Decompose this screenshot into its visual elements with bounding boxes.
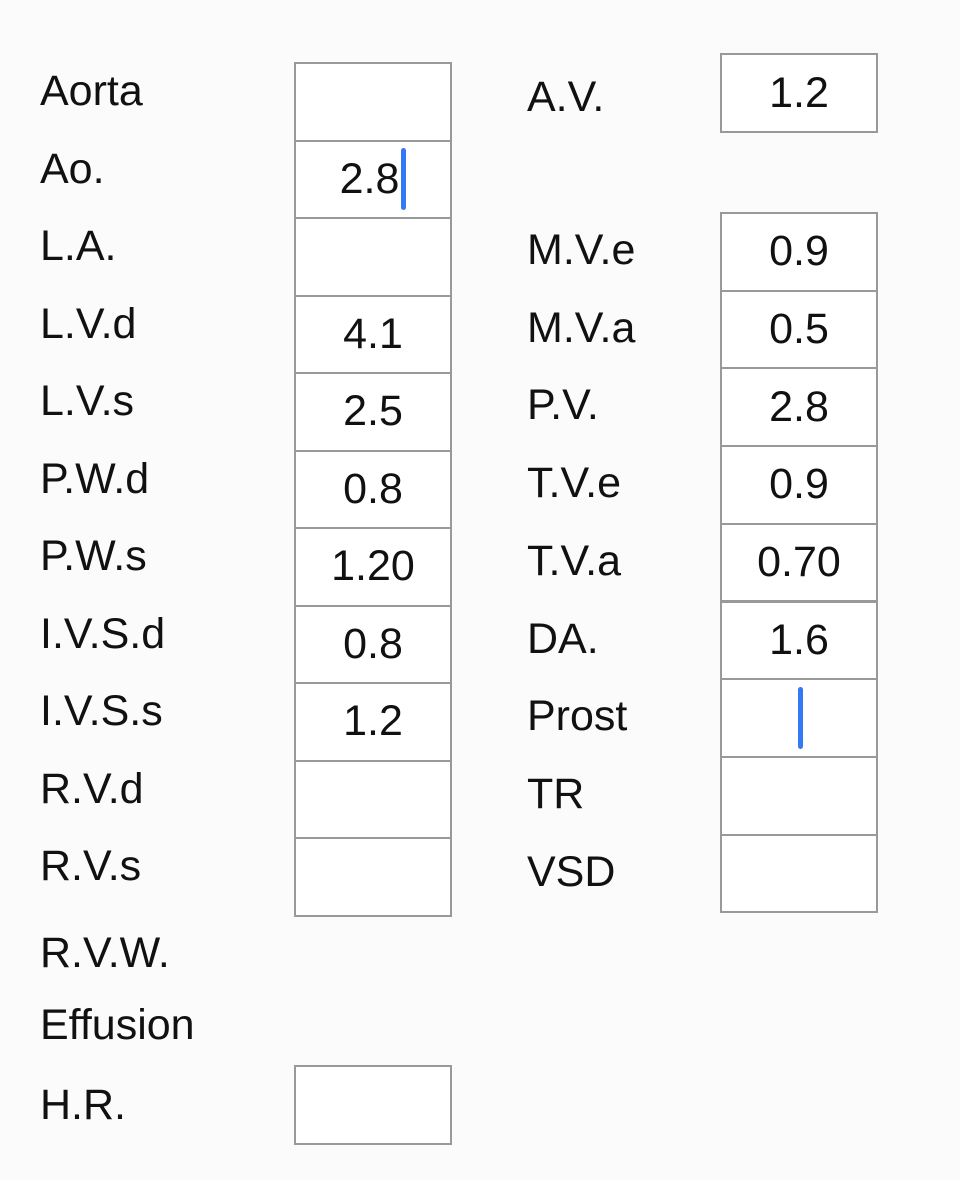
text: L.V.d bbox=[40, 299, 137, 348]
input-field[interactable] bbox=[720, 833, 878, 914]
input-field[interactable]: 2.5 bbox=[294, 372, 452, 452]
text: 1.2 bbox=[769, 68, 829, 117]
field-label: VSD bbox=[527, 847, 615, 897]
field-label: T.V.a bbox=[527, 536, 621, 586]
field-label: A.V. bbox=[527, 72, 604, 122]
input-field[interactable] bbox=[720, 678, 878, 758]
field-label: L.V.s bbox=[40, 376, 134, 426]
input-field[interactable]: 1.6 bbox=[720, 600, 878, 681]
text: 0.9 bbox=[769, 227, 829, 276]
input-field[interactable]: 2.8 bbox=[720, 367, 878, 448]
field-label: TR bbox=[527, 769, 584, 819]
text: A.V. bbox=[527, 73, 605, 121]
input-field[interactable] bbox=[294, 62, 452, 142]
input-field[interactable]: 0.8 bbox=[294, 604, 452, 684]
field-label: R.V.d bbox=[40, 764, 144, 814]
field-label: Prost bbox=[527, 691, 627, 741]
text: P.V. bbox=[527, 381, 599, 430]
text: 2.8 bbox=[769, 382, 829, 431]
text: 2.8 bbox=[339, 154, 400, 203]
text: L.A. bbox=[40, 222, 117, 270]
text: P.W.d bbox=[40, 454, 150, 503]
field-label: L.V.d bbox=[40, 299, 136, 349]
input-field[interactable] bbox=[720, 755, 878, 836]
text: H.R. bbox=[40, 1081, 126, 1129]
text: T.V.e bbox=[527, 459, 622, 508]
text: 0.5 bbox=[769, 305, 829, 354]
input-field[interactable]: 0.70 bbox=[720, 522, 878, 603]
text: VSD bbox=[527, 847, 616, 896]
text: 0.8 bbox=[343, 619, 403, 668]
text: Effusion bbox=[40, 1001, 195, 1049]
text: Aorta bbox=[40, 67, 143, 115]
input-field[interactable]: 0.9 bbox=[720, 445, 878, 525]
field-label: L.A. bbox=[40, 221, 117, 271]
field-label: P.W.d bbox=[40, 454, 149, 504]
text-cursor bbox=[797, 687, 803, 750]
input-field[interactable] bbox=[294, 759, 452, 839]
text: M.V.e bbox=[527, 226, 636, 274]
field-label: R.V.W. bbox=[40, 928, 170, 978]
text: R.V.d bbox=[40, 764, 144, 813]
text: T.V.a bbox=[527, 536, 622, 585]
field-label: M.V.a bbox=[527, 303, 635, 353]
field-label: I.V.S.d bbox=[40, 609, 165, 659]
text: 2.5 bbox=[343, 387, 403, 436]
field-label: Ao. bbox=[40, 144, 105, 194]
input-field[interactable]: 0.5 bbox=[720, 289, 878, 370]
input-field[interactable]: 0.9 bbox=[720, 212, 878, 292]
text: 0.70 bbox=[757, 538, 841, 587]
text: 0.8 bbox=[343, 464, 403, 513]
field-label: M.V.e bbox=[527, 225, 635, 275]
text-cursor bbox=[401, 148, 407, 211]
field-label: R.V.s bbox=[40, 841, 141, 891]
field-label: I.V.S.s bbox=[40, 686, 163, 736]
text: 4.1 bbox=[343, 309, 403, 358]
text: I.V.S.d bbox=[40, 609, 166, 658]
text: DA. bbox=[527, 614, 599, 663]
input-field[interactable] bbox=[294, 837, 452, 917]
input-field[interactable]: 0.8 bbox=[294, 449, 452, 529]
field-label: T.V.e bbox=[527, 458, 621, 508]
input-field[interactable]: 4.1 bbox=[294, 294, 452, 374]
text: 1.20 bbox=[331, 542, 415, 591]
text: M.V.a bbox=[527, 303, 636, 352]
input-field[interactable]: 2.8 bbox=[294, 139, 452, 219]
field-label: H.R. bbox=[40, 1080, 126, 1130]
field-label: P.W.s bbox=[40, 531, 147, 581]
input-field[interactable]: 1.2 bbox=[720, 53, 878, 133]
text: L.V.s bbox=[40, 377, 135, 425]
field-label: P.V. bbox=[527, 380, 599, 430]
field-label: Effusion bbox=[40, 1000, 195, 1050]
text: P.W.s bbox=[40, 532, 147, 580]
text: Prost bbox=[527, 692, 628, 741]
text: I.V.S.s bbox=[40, 687, 163, 735]
text: R.V.s bbox=[40, 842, 142, 890]
input-field[interactable] bbox=[294, 217, 452, 297]
text: R.V.W. bbox=[40, 929, 170, 977]
input-field[interactable]: 1.2 bbox=[294, 682, 452, 762]
text: 1.6 bbox=[769, 615, 829, 664]
text: Ao. bbox=[40, 144, 105, 193]
field-label: Aorta bbox=[40, 66, 143, 116]
field-label: DA. bbox=[527, 614, 599, 664]
input-field[interactable] bbox=[294, 1065, 452, 1145]
text: 1.2 bbox=[343, 697, 403, 746]
text: TR bbox=[527, 769, 585, 818]
input-field[interactable]: 1.20 bbox=[294, 527, 452, 607]
text: 0.9 bbox=[769, 460, 829, 509]
